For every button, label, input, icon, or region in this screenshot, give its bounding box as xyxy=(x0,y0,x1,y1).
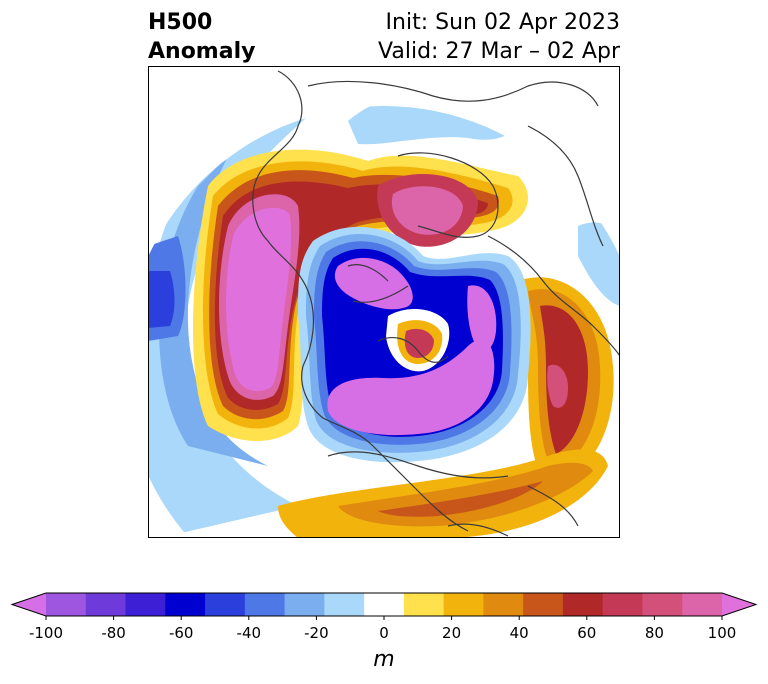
colorbar-segment xyxy=(284,593,325,616)
anomaly-negative-canada-low xyxy=(334,257,413,310)
colorbar-segment xyxy=(85,593,127,616)
colorbar-tick-label: 20 xyxy=(442,624,461,642)
colorbar-segments xyxy=(10,592,758,617)
anomaly-positive-pacific-core xyxy=(225,207,292,392)
colorbar-segment xyxy=(46,593,87,616)
colorbar-segment xyxy=(443,593,484,616)
border-us-canada xyxy=(327,451,509,479)
map-title-right: Init: Sun 02 Apr 2023 Valid: 27 Mar – 02… xyxy=(378,8,620,66)
colorbar-tick-label: 80 xyxy=(645,624,664,642)
colorbar-tick-label: -20 xyxy=(304,624,329,642)
init-time-label: Init: Sun 02 Apr 2023 xyxy=(385,10,620,35)
anomaly-blue-ring-west-mid xyxy=(159,156,268,466)
colorbar-segment xyxy=(642,593,683,616)
colorbar-extend-low xyxy=(12,593,46,616)
coastline-arctic-islands xyxy=(347,264,409,303)
colorbar: -100 -80 -60 -40 -20 0 20 40 60 80 100 m xyxy=(10,592,758,672)
anomaly-positive-east-core xyxy=(547,364,568,408)
coastline-greenland xyxy=(377,337,449,363)
colorbar-tick-label: 40 xyxy=(510,624,529,642)
colorbar-segment xyxy=(403,593,445,616)
colorbar-tick-label: 100 xyxy=(708,624,737,642)
map-title-left: H500 Anomaly xyxy=(148,8,255,66)
anomaly-positive-north-core xyxy=(391,186,463,235)
valid-period-label: Valid: 27 Mar – 02 Apr xyxy=(378,39,620,64)
anomaly-polar-positive-core xyxy=(404,328,434,358)
colorbar-tick-label: -60 xyxy=(169,624,194,642)
colorbar-unit-label: m xyxy=(373,647,394,672)
anomaly-map xyxy=(148,66,620,538)
colorbar-segment xyxy=(682,593,723,616)
colorbar-segment xyxy=(602,593,643,616)
coastline-south xyxy=(447,485,579,537)
anomaly-blue-east xyxy=(578,222,620,306)
colorbar-tick-label: -80 xyxy=(101,624,126,642)
anomaly-negative-north-america-low xyxy=(327,339,495,436)
map-frame xyxy=(148,66,620,538)
colorbar-segment xyxy=(165,593,206,616)
anomaly-negative-east-low xyxy=(467,285,497,351)
title-field-type: Anomaly xyxy=(148,39,256,64)
colorbar-tick-label: 0 xyxy=(379,624,389,642)
coastline-europe xyxy=(487,235,620,357)
colorbar-tick-label: -100 xyxy=(29,624,63,642)
title-field-name: H500 xyxy=(148,10,213,35)
anomaly-positive-south-arc-core xyxy=(378,481,543,517)
colorbar-segment xyxy=(523,593,564,616)
coastline-north xyxy=(307,80,599,107)
colorbar-segment xyxy=(364,593,405,616)
colorbar-segment xyxy=(244,593,286,616)
colorbar-extend-high xyxy=(722,593,756,616)
colorbar-segment xyxy=(562,593,604,616)
colorbar-segment xyxy=(324,593,365,616)
colorbar-segment xyxy=(483,593,524,616)
anomaly-blue-west-core2 xyxy=(148,271,175,328)
colorbar-segment xyxy=(125,593,166,616)
colorbar-ticks: -100 -80 -60 -40 -20 0 20 40 60 80 100 xyxy=(29,616,736,642)
colorbar-tick-label: -40 xyxy=(237,624,262,642)
coastline-asia xyxy=(527,125,604,247)
coastline-scandinavia xyxy=(397,152,499,238)
coastline-americas xyxy=(252,70,469,532)
anomaly-blue-north xyxy=(348,106,521,145)
coastlines-layer xyxy=(252,70,620,537)
colorbar-tick-label: 60 xyxy=(577,624,596,642)
colorbar-segment xyxy=(205,593,246,616)
